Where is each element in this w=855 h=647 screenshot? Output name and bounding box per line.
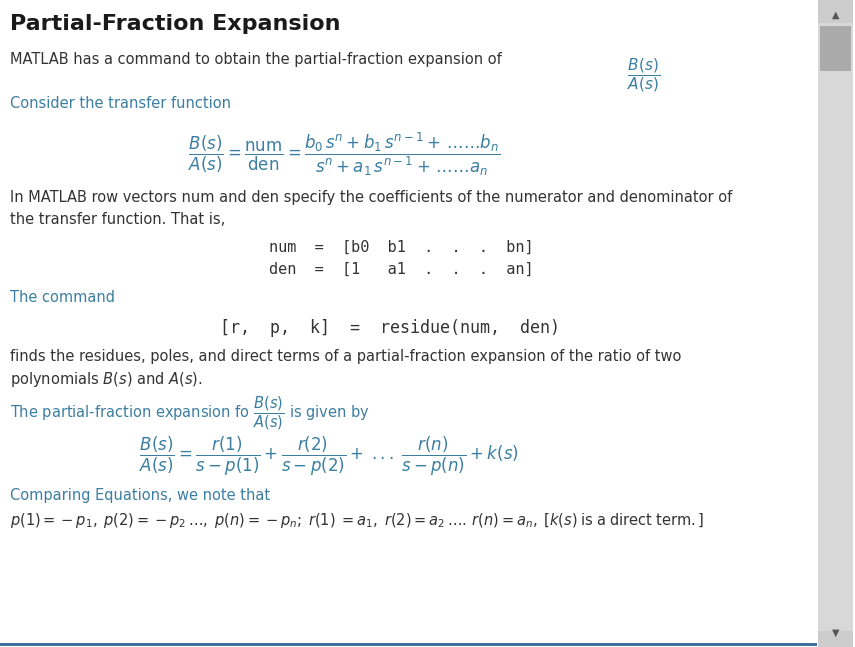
Text: $\dfrac{B(s)}{A(s)} = \dfrac{r(1)}{s-p(1)} + \dfrac{r(2)}{s-p(2)} + \;...\;\dfra: $\dfrac{B(s)}{A(s)} = \dfrac{r(1)}{s-p(1… xyxy=(139,435,519,478)
Text: Consider the transfer function: Consider the transfer function xyxy=(9,96,231,111)
Text: The command: The command xyxy=(9,290,115,305)
Text: The partial-fraction expansion fo $\dfrac{B(s)}{A(s)}$ is given by: The partial-fraction expansion fo $\dfra… xyxy=(9,395,369,432)
Text: the transfer function. That is,: the transfer function. That is, xyxy=(9,212,225,227)
Text: [r,  p,  k]  =  residue(num,  den): [r, p, k] = residue(num, den) xyxy=(221,319,561,337)
Text: ▼: ▼ xyxy=(832,628,840,637)
Text: ▲: ▲ xyxy=(832,10,840,19)
Text: $\dfrac{B(s)}{A(s)}$: $\dfrac{B(s)}{A(s)}$ xyxy=(627,56,660,94)
Text: Partial-Fraction Expansion: Partial-Fraction Expansion xyxy=(9,14,340,34)
Bar xyxy=(818,0,853,23)
Text: num  =  [b0  b1  .  .  .  bn]: num = [b0 b1 . . . bn] xyxy=(269,239,534,254)
Text: polynomials $B(s)$ and $A(s)$.: polynomials $B(s)$ and $A(s)$. xyxy=(9,370,203,389)
Text: Comparing Equations, we note that: Comparing Equations, we note that xyxy=(9,488,270,503)
Bar xyxy=(820,26,851,71)
Text: $\dfrac{B(s)}{A(s)} = \dfrac{\mathrm{num}}{\mathrm{den}} = \dfrac{b_0\,s^n + b_1: $\dfrac{B(s)}{A(s)} = \dfrac{\mathrm{num… xyxy=(188,131,500,178)
Text: MATLAB has a command to obtain the partial-fraction expansion of: MATLAB has a command to obtain the parti… xyxy=(9,52,502,67)
Text: den  =  [1   a1  .  .  .  an]: den = [1 a1 . . . an] xyxy=(269,261,534,276)
Text: In MATLAB row vectors num and den specify the coefficients of the numerator and : In MATLAB row vectors num and den specif… xyxy=(9,190,732,205)
Text: finds the residues, poles, and direct terms of a partial-fraction expansion of t: finds the residues, poles, and direct te… xyxy=(9,349,681,364)
Text: $p(1) = -p_1,\; p(2) = -p_2\,\ldots,\; p(n) = -p_n;\; r(1)\; = a_1,\; r(2) = a_2: $p(1) = -p_1,\; p(2) = -p_2\,\ldots,\; p… xyxy=(9,511,705,530)
Bar xyxy=(818,631,853,647)
